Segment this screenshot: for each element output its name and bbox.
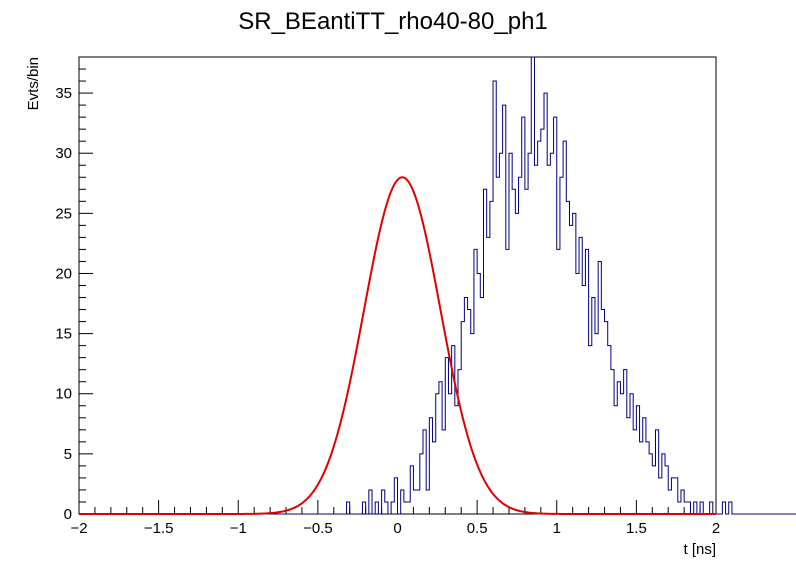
y-tick-label: 0 — [64, 506, 72, 523]
x-axis-title: t [ns] — [683, 541, 716, 558]
x-tick-label: 0 — [393, 520, 401, 537]
y-axis-title: Evts/bin — [25, 57, 42, 110]
gaussian-fit-curve — [79, 176, 716, 515]
y-tick-label: 20 — [55, 265, 72, 282]
y-axis: 0 5 10 15 20 25 30 35 — [55, 56, 93, 523]
y-tick-label: 10 — [55, 386, 72, 403]
x-tick-label: −2 — [70, 520, 87, 537]
y-tick-label: 30 — [55, 145, 72, 162]
x-tick-label: 1.5 — [626, 520, 647, 537]
x-tick-label: −0.5 — [303, 520, 333, 537]
x-tick-label: −1.5 — [144, 520, 174, 537]
y-tick-label: 5 — [64, 446, 72, 463]
chart-title: SR_BEantiTT_rho40-80_ph1 — [238, 8, 548, 35]
data-histogram — [79, 56, 796, 515]
x-tick-label: 1 — [553, 520, 561, 537]
y-tick-label: 15 — [55, 326, 72, 343]
y-tick-label: 35 — [55, 85, 72, 102]
y-tick-label: 25 — [55, 205, 72, 222]
x-tick-label: 0.5 — [467, 520, 488, 537]
x-tick-label: −1 — [230, 520, 247, 537]
plot-frame — [78, 56, 717, 515]
x-tick-label: 2 — [712, 520, 720, 537]
x-axis: −2 −1.5 −1 −0.5 0 0.5 1 1.5 2 — [70, 500, 720, 537]
